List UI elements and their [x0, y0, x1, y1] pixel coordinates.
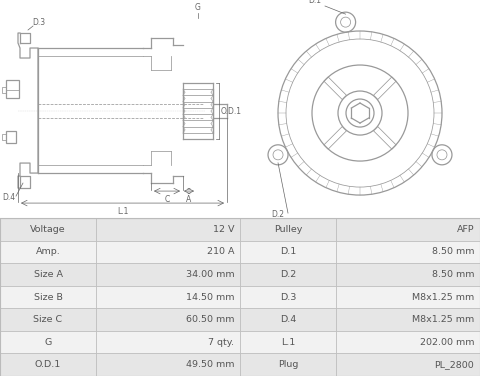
Bar [240, 241, 336, 263]
Text: D.2: D.2 [280, 270, 296, 279]
Text: O.D.1: O.D.1 [35, 360, 61, 369]
Text: M8x1.25 mm: M8x1.25 mm [412, 315, 474, 324]
Bar [0, 286, 96, 308]
Bar [240, 218, 336, 241]
Text: D.4: D.4 [2, 193, 15, 202]
Text: 14.50 mm: 14.50 mm [186, 293, 234, 302]
Text: G: G [195, 3, 201, 12]
Bar [240, 263, 336, 286]
Bar [96, 263, 240, 286]
Text: D.3: D.3 [280, 293, 296, 302]
Bar [336, 218, 480, 241]
Text: C: C [164, 195, 169, 204]
Bar [0, 241, 96, 263]
Text: 49.50 mm: 49.50 mm [186, 360, 234, 369]
Text: Plug: Plug [278, 360, 298, 369]
Bar [96, 353, 240, 376]
Text: 8.50 mm: 8.50 mm [432, 247, 474, 256]
Bar [2, 134, 6, 140]
Bar [0, 218, 96, 241]
Text: D.3: D.3 [32, 18, 45, 27]
Text: 202.00 mm: 202.00 mm [420, 338, 474, 347]
Bar [6, 80, 19, 98]
Text: D.4: D.4 [280, 315, 296, 324]
Text: D.1: D.1 [309, 0, 322, 5]
Text: Size B: Size B [34, 293, 62, 302]
Text: Size A: Size A [34, 270, 62, 279]
Bar [240, 286, 336, 308]
Bar [336, 353, 480, 376]
Bar [96, 241, 240, 263]
Bar [0, 308, 96, 331]
Text: O.D.1: O.D.1 [221, 106, 242, 115]
Text: 60.50 mm: 60.50 mm [186, 315, 234, 324]
Text: M8x1.25 mm: M8x1.25 mm [412, 293, 474, 302]
Text: 8.50 mm: 8.50 mm [432, 270, 474, 279]
Bar [0, 353, 96, 376]
Bar [336, 241, 480, 263]
Bar [0, 263, 96, 286]
Text: Size C: Size C [34, 315, 62, 324]
Text: Amp.: Amp. [36, 247, 60, 256]
Text: L.1: L.1 [117, 207, 128, 216]
Bar [336, 308, 480, 331]
Bar [0, 331, 96, 353]
Text: 210 A: 210 A [207, 247, 234, 256]
Text: 12 V: 12 V [213, 225, 234, 234]
Bar [6, 131, 16, 143]
Text: D.1: D.1 [280, 247, 296, 256]
Bar [240, 353, 336, 376]
Text: A: A [186, 195, 192, 204]
Bar [336, 263, 480, 286]
Text: PL_2800: PL_2800 [434, 360, 474, 369]
Text: 7 qty.: 7 qty. [208, 338, 234, 347]
Text: Voltage: Voltage [30, 225, 66, 234]
Text: AFP: AFP [456, 225, 474, 234]
Text: L.1: L.1 [281, 338, 295, 347]
Bar [240, 331, 336, 353]
Bar [2, 87, 6, 93]
Text: Pulley: Pulley [274, 225, 302, 234]
Text: G: G [44, 338, 52, 347]
Bar [336, 331, 480, 353]
Bar [96, 218, 240, 241]
Text: D.2: D.2 [272, 210, 285, 219]
Bar [96, 286, 240, 308]
Bar [96, 308, 240, 331]
Bar [336, 286, 480, 308]
Bar [96, 331, 240, 353]
Text: 34.00 mm: 34.00 mm [186, 270, 234, 279]
Bar [240, 308, 336, 331]
